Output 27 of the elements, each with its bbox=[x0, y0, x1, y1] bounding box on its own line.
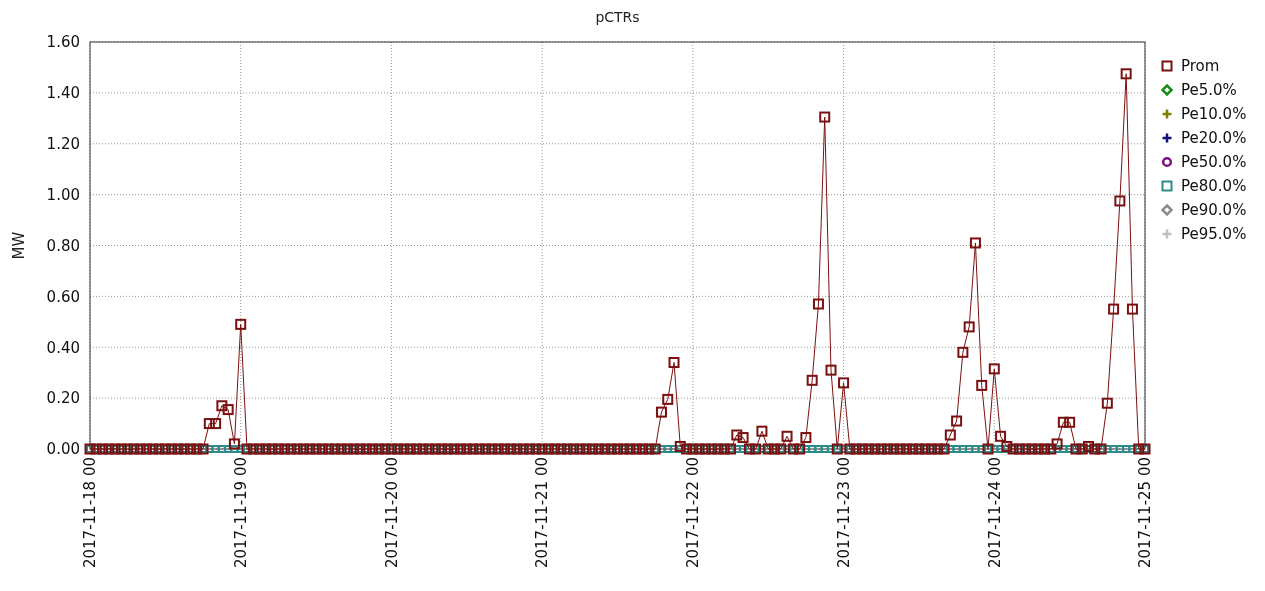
x-tick-label: 2017-11-24 00 bbox=[985, 457, 1004, 569]
x-tick-label: 2017-11-21 00 bbox=[533, 457, 552, 569]
y-axis-title: MW bbox=[10, 231, 28, 260]
x-tick-label: 2017-11-23 00 bbox=[834, 457, 853, 569]
y-tick-label: 1.20 bbox=[46, 135, 80, 153]
y-tick-label: 1.40 bbox=[46, 84, 80, 103]
legend-label: Pe95.0% bbox=[1181, 225, 1247, 244]
x-tick-label: 2017-11-22 00 bbox=[684, 457, 703, 569]
y-tick-label: 0.00 bbox=[46, 440, 80, 459]
y-tick-label: 0.20 bbox=[46, 389, 80, 408]
legend-label: Prom bbox=[1181, 57, 1220, 76]
x-tick-label: 2017-11-20 00 bbox=[382, 457, 401, 569]
x-tick-label: 2017-11-25 00 bbox=[1136, 457, 1155, 569]
x-tick-label: 2017-11-18 00 bbox=[81, 457, 100, 569]
chart-title: pCTRs bbox=[595, 9, 640, 25]
y-tick-label: 1.00 bbox=[46, 185, 80, 204]
y-tick-label: 1.60 bbox=[46, 33, 80, 52]
legend-label: Pe20.0% bbox=[1181, 129, 1247, 148]
legend-label: Pe10.0% bbox=[1181, 105, 1247, 124]
legend-label: Pe5.0% bbox=[1181, 81, 1237, 100]
legend-label: Pe50.0% bbox=[1181, 153, 1247, 172]
legend-label: Pe80.0% bbox=[1181, 177, 1247, 196]
x-tick-label: 2017-11-19 00 bbox=[231, 457, 250, 569]
y-tick-label: 0.40 bbox=[46, 338, 80, 357]
y-tick-label: 0.60 bbox=[46, 287, 80, 306]
y-tick-label: 0.80 bbox=[46, 236, 80, 255]
legend-label: Pe90.0% bbox=[1181, 201, 1247, 220]
